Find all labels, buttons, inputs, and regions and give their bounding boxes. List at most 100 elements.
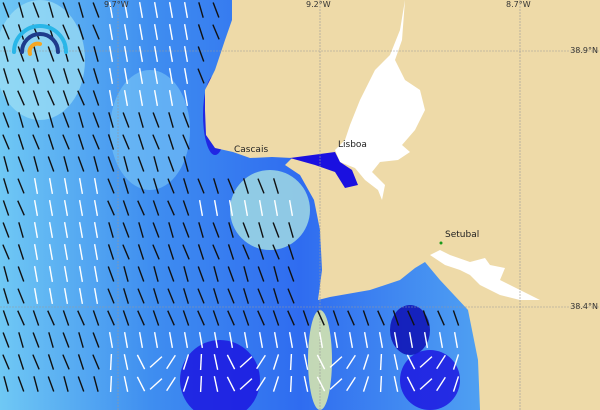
current-arrow xyxy=(17,354,25,370)
current-arrow xyxy=(242,310,250,326)
current-arrow xyxy=(167,288,175,304)
current-arrow xyxy=(32,134,40,150)
current-arrow xyxy=(93,376,99,392)
current-arrow xyxy=(183,1,189,19)
current-arrow xyxy=(2,2,10,18)
place-label-setubal: Setubal xyxy=(445,230,480,240)
current-arrow xyxy=(242,244,250,260)
current-arrow xyxy=(272,244,280,260)
current-arrow xyxy=(197,266,205,282)
current-arrow xyxy=(289,353,293,371)
current-arrow xyxy=(153,156,159,172)
current-arrow xyxy=(242,288,250,304)
current-arrow xyxy=(107,288,115,304)
current-arrow xyxy=(137,200,145,216)
current-arrow xyxy=(212,288,220,304)
current-arrow xyxy=(149,356,163,368)
current-arrow xyxy=(108,89,114,107)
current-arrow xyxy=(149,378,163,390)
current-arrow xyxy=(122,288,130,304)
current-arrow xyxy=(167,200,175,216)
current-arrow xyxy=(152,288,160,304)
current-arrow xyxy=(227,244,235,260)
current-arrow xyxy=(182,222,190,238)
current-arrow xyxy=(63,287,69,305)
current-arrow xyxy=(123,45,129,63)
current-arrow xyxy=(108,1,114,19)
current-arrow xyxy=(182,244,190,260)
current-arrow xyxy=(2,112,10,128)
current-arrow xyxy=(109,353,113,371)
current-arrow xyxy=(62,112,70,128)
current-arrow xyxy=(77,354,85,370)
current-arrow xyxy=(93,46,99,62)
current-arrow xyxy=(332,310,340,326)
current-arrow xyxy=(138,89,144,107)
current-arrow xyxy=(362,376,370,392)
current-arrow xyxy=(62,24,70,40)
current-arrow xyxy=(256,376,266,392)
current-arrow xyxy=(107,134,115,150)
current-arrow xyxy=(47,68,55,84)
current-arrow xyxy=(392,310,400,326)
current-arrow xyxy=(48,177,54,195)
current-arrow xyxy=(48,112,54,128)
current-arrow xyxy=(123,266,129,282)
current-arrow xyxy=(138,112,144,128)
current-arrow xyxy=(407,310,415,326)
current-arrow xyxy=(123,89,129,107)
current-arrow xyxy=(393,376,399,392)
current-arrow xyxy=(197,178,205,194)
current-arrow xyxy=(47,310,55,326)
current-arrow xyxy=(92,310,100,326)
current-arrow xyxy=(47,376,55,392)
current-arrow xyxy=(33,265,39,283)
current-arrow xyxy=(289,375,293,393)
current-arrow xyxy=(272,376,280,392)
inland-water xyxy=(335,0,540,300)
current-arrow xyxy=(272,222,280,238)
current-arrow xyxy=(123,23,129,41)
current-arrow xyxy=(77,376,85,392)
current-arrow xyxy=(122,222,130,238)
current-arrow xyxy=(182,178,190,194)
current-arrow xyxy=(122,112,130,128)
current-arrow xyxy=(108,45,114,63)
current-arrow xyxy=(93,199,99,217)
current-arrow xyxy=(137,178,145,194)
current-arrow xyxy=(243,331,249,349)
current-arrow xyxy=(63,265,69,283)
current-arrow xyxy=(227,288,235,304)
current-arrow xyxy=(436,354,446,370)
place-label-cascais: Cascais xyxy=(234,145,269,155)
current-arrow xyxy=(168,67,174,85)
current-arrow xyxy=(167,266,175,282)
current-arrow xyxy=(228,199,234,217)
current-arrow xyxy=(452,310,460,326)
current-arrow xyxy=(406,376,416,392)
current-arrow xyxy=(183,156,189,172)
current-arrow xyxy=(17,46,25,62)
current-arrow xyxy=(62,354,70,370)
current-arrow xyxy=(317,310,325,326)
current-arrow xyxy=(287,310,295,326)
wave-arcs-logo-icon xyxy=(12,24,68,56)
lon-label: 9.2°W xyxy=(306,0,331,9)
current-arrow xyxy=(198,222,204,238)
current-arrow xyxy=(2,90,10,106)
current-arrow xyxy=(47,46,55,62)
current-arrow xyxy=(213,331,219,349)
current-arrow xyxy=(257,288,265,304)
current-arrow xyxy=(288,331,294,349)
current-arrow xyxy=(33,177,39,195)
current-arrow xyxy=(136,376,146,392)
current-arrow xyxy=(453,331,459,349)
current-arrow xyxy=(62,332,70,348)
current-arrow xyxy=(213,266,219,282)
current-arrow xyxy=(92,90,100,106)
current-arrow xyxy=(63,376,69,392)
current-arrow xyxy=(3,46,9,62)
current-arrow xyxy=(182,354,190,370)
